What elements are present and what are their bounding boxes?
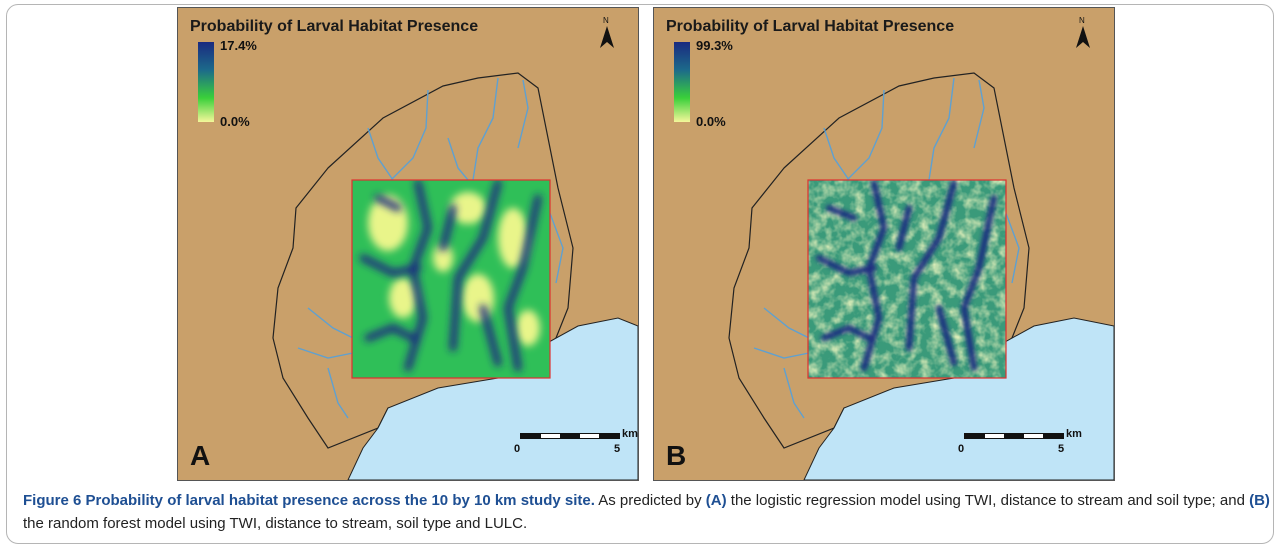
legend-gradient	[198, 42, 214, 122]
scale-end: 5	[614, 443, 620, 455]
scale-start: 0	[514, 443, 520, 455]
caption-text-2: the logistic regression model using TWI,…	[727, 492, 1249, 509]
caption-ref-b: (B)	[1249, 492, 1270, 509]
scale-bar: 0 5 km	[510, 433, 630, 465]
legend-max-label: 99.3%	[696, 38, 733, 53]
scale-unit: km	[1066, 428, 1082, 440]
legend-min-label: 0.0%	[696, 114, 726, 129]
panel-title: Probability of Larval Habitat Presence	[666, 18, 954, 36]
probability-raster-a	[352, 180, 550, 378]
caption-text-1: As predicted by	[595, 492, 706, 509]
legend-min-label: 0.0%	[220, 114, 250, 129]
scale-start: 0	[958, 443, 964, 455]
map-panel-b: Probability of Larval Habitat Presence 9…	[653, 7, 1115, 481]
map-panel-a: Probability of Larval Habitat Presence 1…	[177, 7, 639, 481]
scale-unit: km	[622, 428, 638, 440]
scale-bar: 0 5 km	[954, 433, 1074, 465]
caption-ref-a: (A)	[706, 492, 727, 509]
caption-title: Figure 6 Probability of larval habitat p…	[23, 492, 595, 509]
figure-frame: Probability of Larval Habitat Presence 1…	[6, 4, 1274, 544]
panel-letter: B	[666, 440, 686, 472]
probability-raster-b	[808, 180, 1006, 378]
caption-text-3: the random forest model using TWI, dista…	[23, 515, 527, 532]
map-b-canvas	[654, 8, 1114, 480]
panel-letter: A	[190, 440, 210, 472]
scale-end: 5	[1058, 443, 1064, 455]
legend-max-label: 17.4%	[220, 38, 257, 53]
figure-caption: Figure 6 Probability of larval habitat p…	[23, 489, 1273, 535]
north-arrow-icon: N	[1074, 16, 1092, 52]
north-arrow-icon: N	[598, 16, 616, 52]
legend-gradient	[674, 42, 690, 122]
panel-title: Probability of Larval Habitat Presence	[190, 18, 478, 36]
map-a-canvas	[178, 8, 638, 480]
